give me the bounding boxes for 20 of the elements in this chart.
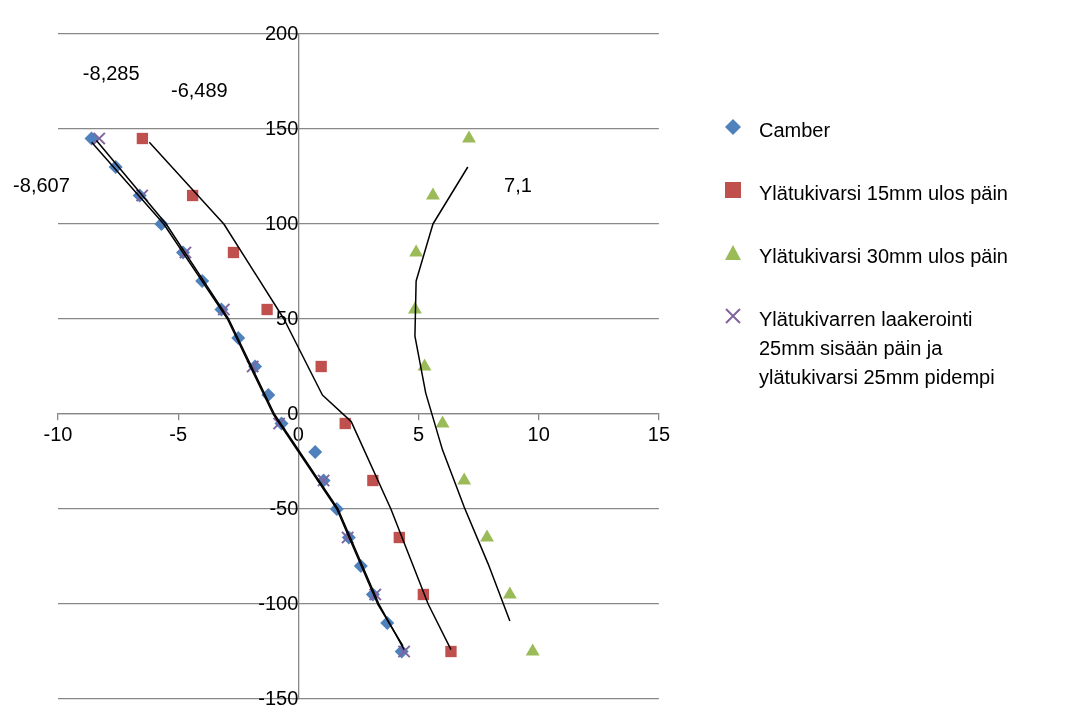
y-tick-label: 100 [264,211,299,234]
x-tick-label: -5 [169,422,188,445]
y-tick-label: 200 [264,21,299,44]
legend-label: Camber [759,118,831,143]
annotation: -6,489 [171,79,228,102]
annotation: -8,607 [13,174,70,197]
y-tick-label: -50 [269,496,299,519]
annotation: -8,285 [82,62,140,85]
y-tick-label: -150 [258,686,299,709]
x-tick-label: 10 [527,422,550,445]
y-tick-label: -100 [258,591,299,614]
x-tick-label: -10 [43,422,73,445]
legend-label: Ylätukivarsi 30mm ulos päin [759,244,1008,269]
y-tick-label: 150 [264,116,299,139]
legend-label: Ylätukivarsi 15mm ulos päin [759,181,1008,206]
x-tick-label: 15 [647,422,670,445]
legend-label: Ylätukivarren laakerointi 25mm sisään päin ja ylätukivarsi 25mm pidempi [759,307,996,390]
y-tick-label: 0 [287,401,299,424]
annotation: 7,1 [504,174,532,197]
x-tick-label: 5 [412,422,425,445]
